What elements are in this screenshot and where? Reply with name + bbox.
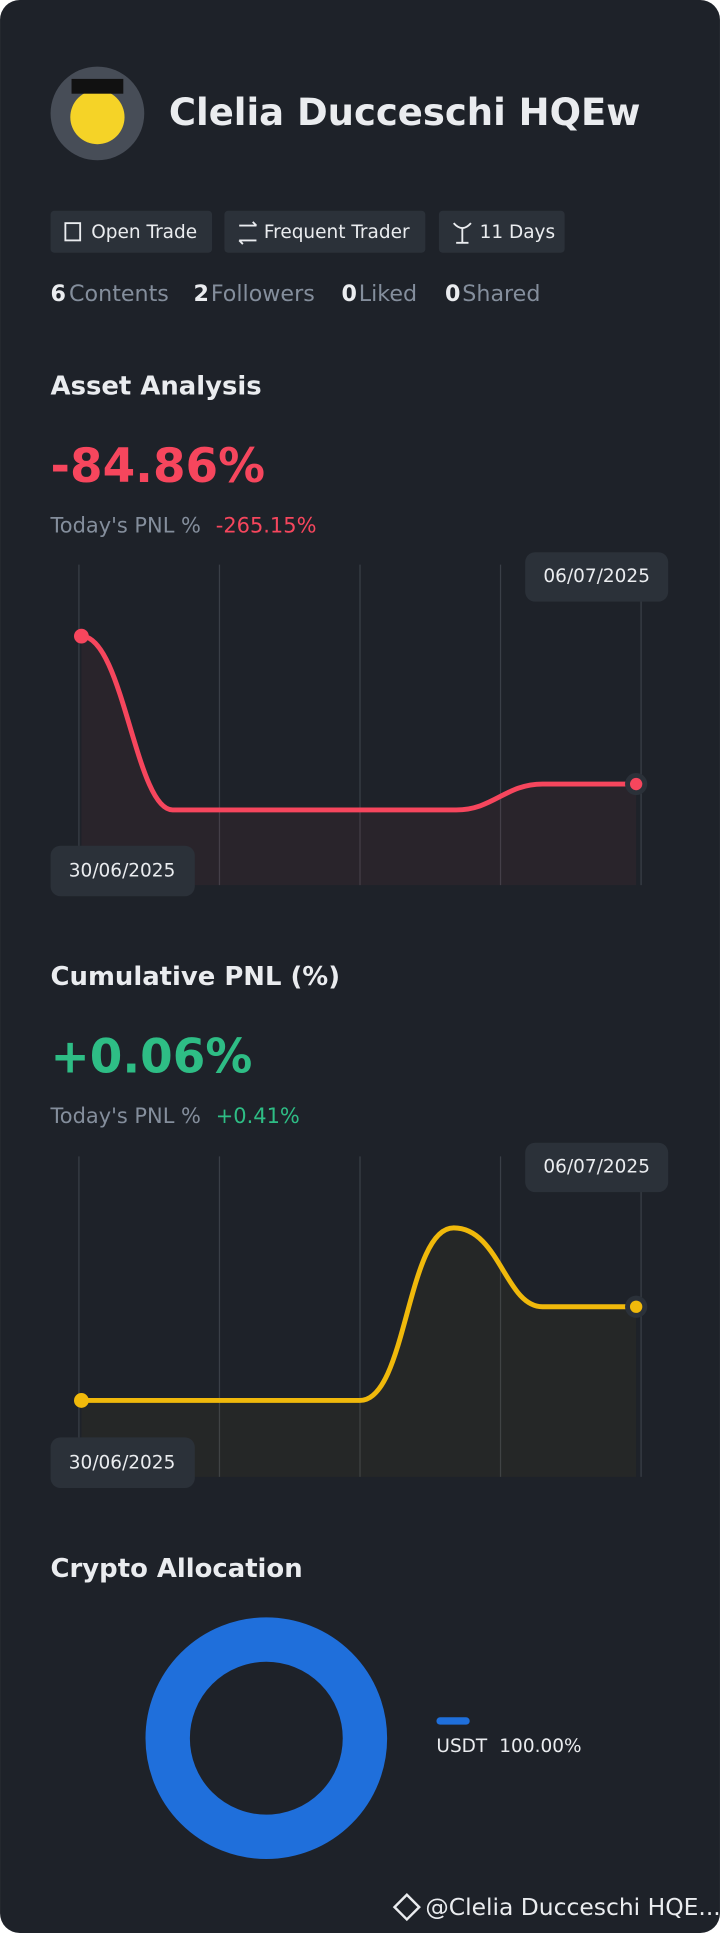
pnl-value: -84.86% (51, 440, 265, 494)
avatar-hat (71, 78, 124, 94)
icon (238, 221, 258, 245)
area (81, 1227, 637, 1477)
avatar-face (70, 89, 125, 145)
point (73, 1393, 89, 1408)
tooltip (50, 1437, 195, 1488)
user-name: Clelia Ducceschi HQEw (169, 91, 641, 134)
legend-swatch (436, 1717, 470, 1725)
stat-label: Contents (69, 281, 169, 307)
point (629, 1300, 643, 1313)
stat-label: Shared (462, 281, 540, 307)
badge (224, 210, 426, 253)
stat-count: 0 (445, 281, 460, 307)
section-title: Asset Analysis (51, 372, 262, 402)
stat-label: Followers (211, 281, 315, 307)
badge-text: 11 Days (480, 222, 556, 243)
today-label: Today's PNL % (50, 513, 201, 537)
icon (64, 222, 82, 242)
chart-lines (78, 564, 642, 886)
tooltip (525, 1142, 669, 1193)
donut (145, 1617, 388, 1860)
legend-share: 100.00% (499, 1736, 581, 1757)
badge (50, 210, 213, 253)
footer-handle: @Clelia Ducceschi HQE... (425, 1893, 720, 1921)
area (81, 636, 637, 886)
icon (452, 222, 472, 244)
stat-label: Liked (359, 281, 417, 307)
today-value: -265.15% (216, 513, 317, 537)
stat-count: 2 (194, 281, 209, 307)
pnl-value: +0.06% (51, 1031, 253, 1085)
end-date: 06/07/2025 (543, 566, 650, 587)
badge-text: Open Trade (91, 222, 197, 243)
start-date: 30/06/2025 (69, 861, 176, 882)
today-value: +0.41% (216, 1104, 300, 1128)
badge-text: Frequent Trader (264, 222, 410, 243)
logo (392, 1893, 421, 1922)
legend-asset: USDT (436, 1736, 487, 1757)
section-title: Cumulative PNL (%) (51, 962, 340, 992)
point (629, 777, 643, 791)
today-label: Today's PNL % (50, 1104, 201, 1128)
tooltip (50, 845, 195, 897)
tooltip (525, 552, 669, 602)
line (81, 1225, 637, 1403)
stat-count: 0 (342, 281, 357, 307)
line (80, 633, 637, 813)
badge (438, 210, 565, 253)
end-date: 06/07/2025 (543, 1156, 650, 1177)
point (73, 628, 89, 644)
start-date: 30/06/2025 (69, 1452, 176, 1473)
section-title: Crypto Allocation (51, 1554, 303, 1584)
stat-count: 6 (51, 281, 66, 307)
